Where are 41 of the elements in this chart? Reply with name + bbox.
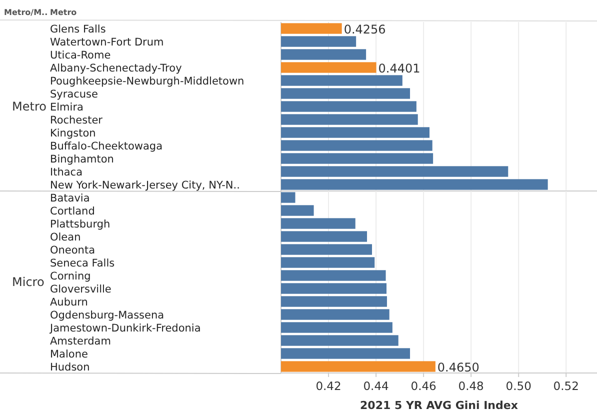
y-tick-label: Auburn [50,296,88,308]
y-tick-label: New York-Newark-Jersey City, NY-N.. [50,180,240,192]
y-axis-title: Metro [12,100,46,114]
x-tick-label: 0.48 [458,379,484,393]
y-tick-label: Batavia [50,192,90,204]
x-tick-label: 0.52 [553,379,579,393]
y-tick-label: Seneca Falls [50,258,115,270]
y-tick-label: Olean [50,232,81,244]
y-tick-label: Elmira [50,102,84,114]
y-tick-label: Gloversville [50,284,112,296]
x-tick-label: 0.46 [410,379,436,393]
y-tick-label: Syracuse [50,88,98,100]
y-tick-label: Corning [50,270,91,282]
y-tick-label: Watertown-Fort Drum [50,36,164,48]
data-label: 0.4256 [344,22,386,36]
y-tick-label: Ithaca [50,166,83,178]
y-axis-title: Micro [12,275,44,289]
x-axis-title: 2021 5 YR AVG Gini Index [360,399,518,412]
y-tick-label: Jamestown-Dunkirk-Fredonia [49,322,201,334]
text: Metro/M.. [4,8,48,17]
text: Metro [50,8,78,17]
x-tick-label: 0.50 [506,379,532,393]
data-label: 0.4401 [378,62,420,76]
y-tick-label: Malone [50,348,88,360]
y-tick-label: Albany-Schenectady-Troy [50,62,182,74]
y-tick-label: Utica-Rome [50,50,111,62]
y-tick-label: Plattsburgh [50,218,110,230]
y-tick-label: Glens Falls [50,24,106,36]
y-tick-label: Poughkeepsie-Newburgh-Middletown [50,76,244,88]
y-tick-label: Amsterdam [50,336,111,348]
y-tick-label: Ogdensburg-Massena [50,310,164,322]
y-tick-label: Binghamton [50,154,114,166]
x-tick-label: 0.42 [316,379,342,393]
y-tick-label: Rochester [50,114,104,126]
y-tick-label: Hudson [50,362,90,374]
x-tick-label: 0.44 [363,379,389,393]
data-label: 0.4650 [437,360,480,374]
y-tick-label: Cortland [50,206,95,218]
y-tick-label: Kingston [50,128,96,140]
y-tick-label: Oneonta [50,244,96,256]
y-tick-label: Buffalo-Cheektowaga [50,140,163,152]
